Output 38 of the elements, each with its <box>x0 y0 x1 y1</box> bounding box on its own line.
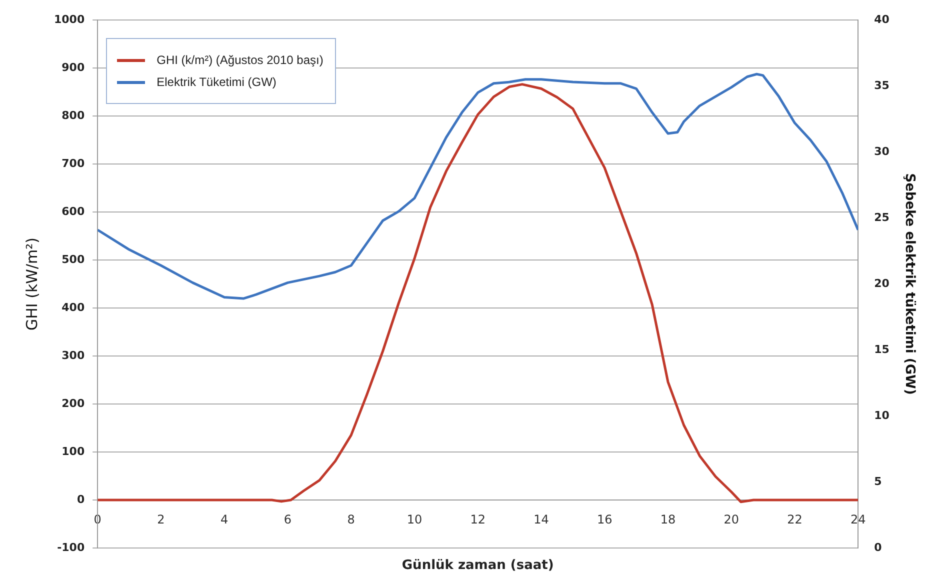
y-tick-label: 200 <box>62 396 85 410</box>
x-tick-label: 18 <box>660 512 676 526</box>
y-tick-label: 800 <box>62 108 85 122</box>
y-axis-title: GHI (kW/m²) <box>22 238 41 330</box>
x-tick-label: 16 <box>596 512 612 526</box>
y2-tick-label: 30 <box>874 144 890 158</box>
y-tick-label: 0 <box>76 492 85 506</box>
y2-tick-label: 40 <box>874 12 890 26</box>
y2-tick-label: 25 <box>874 210 890 224</box>
y2-tick-label: 35 <box>874 78 890 92</box>
x-tick-label: 12 <box>470 512 486 526</box>
y-tick-label: 400 <box>62 300 85 314</box>
x-axis-title: Günlük zaman (saat) <box>400 558 555 573</box>
y-tick-label: -100 <box>57 540 85 554</box>
y2-tick-label: 20 <box>874 276 890 290</box>
x-tick-label: 4 <box>220 512 228 526</box>
x-tick-label: 20 <box>724 512 739 526</box>
y-tick-label: 300 <box>62 348 85 362</box>
x-tick-label: 14 <box>534 512 549 526</box>
y2-axis-title: Şebeke elektrik tüketimi (GW) <box>902 173 917 395</box>
y-tick-label: 600 <box>62 204 85 218</box>
x-tick-label: 10 <box>406 512 422 526</box>
y-tick-label: 1000 <box>54 12 85 26</box>
y2-tick-label: 0 <box>874 540 882 554</box>
x-tick-label: 6 <box>284 512 292 526</box>
y-tick-label: 700 <box>62 156 85 170</box>
y-tick-label: 100 <box>62 444 85 458</box>
y2-tick-label: 15 <box>874 342 890 356</box>
y2-tick-label: 10 <box>874 408 890 422</box>
legend-label: GHI (k/m²) (Ağustos 2010 başı) <box>156 53 324 67</box>
y-tick-label: 500 <box>62 252 85 266</box>
x-tick-label: 2 <box>157 512 165 526</box>
y-tick-label: 900 <box>62 60 85 74</box>
x-tick-label: 8 <box>347 512 355 526</box>
x-tick-label: 24 <box>850 512 866 526</box>
x-tick-label: 22 <box>787 512 802 526</box>
y2-tick-label: 5 <box>874 474 882 488</box>
legend-label: Elektrik Tüketimi (GW) <box>156 75 276 89</box>
